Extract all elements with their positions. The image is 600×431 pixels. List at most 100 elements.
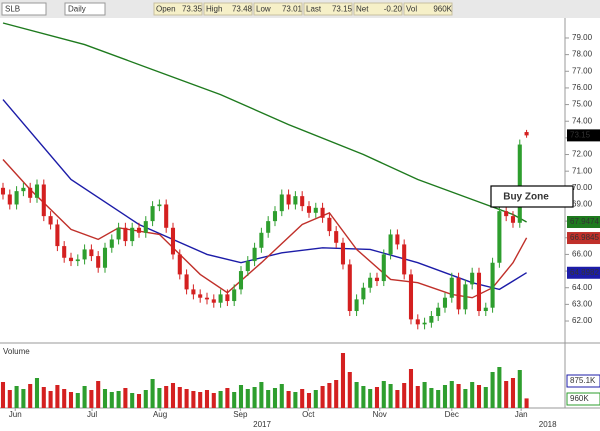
volume-bar [415, 386, 420, 408]
toolbar-field-name: Vol [406, 5, 417, 14]
candle-body [252, 247, 257, 262]
candle-body [476, 272, 482, 312]
volume-bar [374, 387, 380, 408]
x-tick-label: Aug [153, 410, 167, 419]
y-tick-label: 71.00 [572, 166, 593, 175]
x-tick-label: Sep [233, 410, 248, 419]
candle-body [422, 322, 427, 325]
volume-bar [123, 388, 128, 408]
x-tick-label: Jun [9, 410, 22, 419]
volume-bar [82, 386, 87, 408]
candle-body [238, 271, 244, 290]
price-label-box [567, 232, 600, 245]
volume-bar [116, 391, 121, 408]
price-label: 64.8982 [570, 268, 599, 277]
volume-bar [218, 391, 223, 408]
candle-body [48, 216, 53, 225]
price-label-box [567, 129, 600, 142]
candle-body [340, 242, 346, 265]
volume-bar [483, 387, 488, 408]
candle-body [347, 264, 352, 312]
interval: Daily [68, 5, 86, 14]
volume-bar [368, 389, 373, 408]
candle-body [109, 239, 114, 248]
volume-bar [14, 386, 19, 408]
candle-body [504, 211, 509, 217]
volume-bar [41, 387, 46, 408]
volume-bar [7, 390, 12, 408]
candle-body [82, 249, 87, 260]
candle-body [395, 234, 400, 245]
price-label: 66.9845 [570, 233, 599, 242]
volume-bar [449, 381, 454, 408]
candle-body [68, 257, 74, 262]
volume-bar [198, 392, 203, 408]
symbol-box[interactable] [1, 2, 47, 16]
volume-bar [429, 388, 434, 408]
toolbar-field-name: High [206, 5, 222, 14]
moving-average-line [2, 159, 528, 299]
year-label: 2018 [539, 420, 557, 429]
volume-bar [470, 382, 475, 408]
volume-bar [34, 378, 40, 408]
x-tick-label: Oct [302, 410, 315, 419]
candle-body [198, 294, 203, 298]
annotation-box [490, 185, 574, 208]
x-tick-label: Nov [373, 410, 387, 419]
candle-body [483, 307, 488, 312]
volume-bar [347, 372, 352, 408]
candle-body [327, 217, 332, 232]
volume-bar [28, 384, 33, 408]
volume-bar [320, 386, 325, 408]
volume-bar [238, 385, 244, 408]
volume-bar [130, 393, 135, 408]
toolbar-field-box [303, 2, 353, 16]
price-label: 73.15 [570, 130, 591, 139]
candle-body [306, 206, 312, 213]
candle-body [164, 204, 169, 228]
price-label: 67.9474 [570, 217, 599, 226]
candle-body [300, 196, 305, 207]
candle-body [408, 274, 414, 320]
toolbar-field-value: 960K [433, 5, 452, 14]
volume-bar [456, 384, 461, 408]
volume-bar [442, 385, 448, 408]
volume-bar [436, 390, 441, 408]
candle-body [442, 297, 448, 308]
moving-average-line [2, 22, 527, 223]
candle-body [361, 287, 366, 300]
candle-body [170, 227, 176, 255]
candle-body [436, 307, 441, 317]
candle-body [96, 256, 101, 268]
candle-body [470, 272, 475, 285]
volume-bar [381, 381, 386, 408]
candle-body [517, 144, 522, 223]
interval-box[interactable] [64, 2, 106, 16]
y-tick-label: 76.00 [572, 83, 593, 92]
volume-label-box [566, 374, 600, 388]
volume-bar [21, 389, 26, 408]
candle-body [456, 277, 461, 310]
candle-body [402, 244, 407, 275]
candle-body [463, 284, 468, 310]
volume-bar [463, 389, 468, 408]
candle-body [524, 132, 529, 136]
candle-body [123, 227, 128, 242]
candle-body [177, 254, 182, 275]
volume-bar [177, 387, 182, 408]
toolbar-field-box [253, 2, 303, 16]
volume-bar [232, 392, 237, 408]
candle-body [259, 232, 264, 248]
volume-bar [252, 387, 257, 408]
price-label-box [567, 215, 600, 228]
volume-bar [510, 378, 516, 408]
volume-bar [48, 391, 53, 408]
candle-body [136, 227, 142, 233]
candle-body [225, 294, 230, 302]
y-tick-label: 62.00 [572, 316, 593, 325]
volume-bar [191, 391, 196, 408]
volume-bar [354, 382, 359, 408]
toolbar-field-value: 73.15 [332, 5, 353, 14]
volume-label: 875.1K [570, 376, 596, 385]
toolbar-field-name: Open [156, 5, 176, 14]
